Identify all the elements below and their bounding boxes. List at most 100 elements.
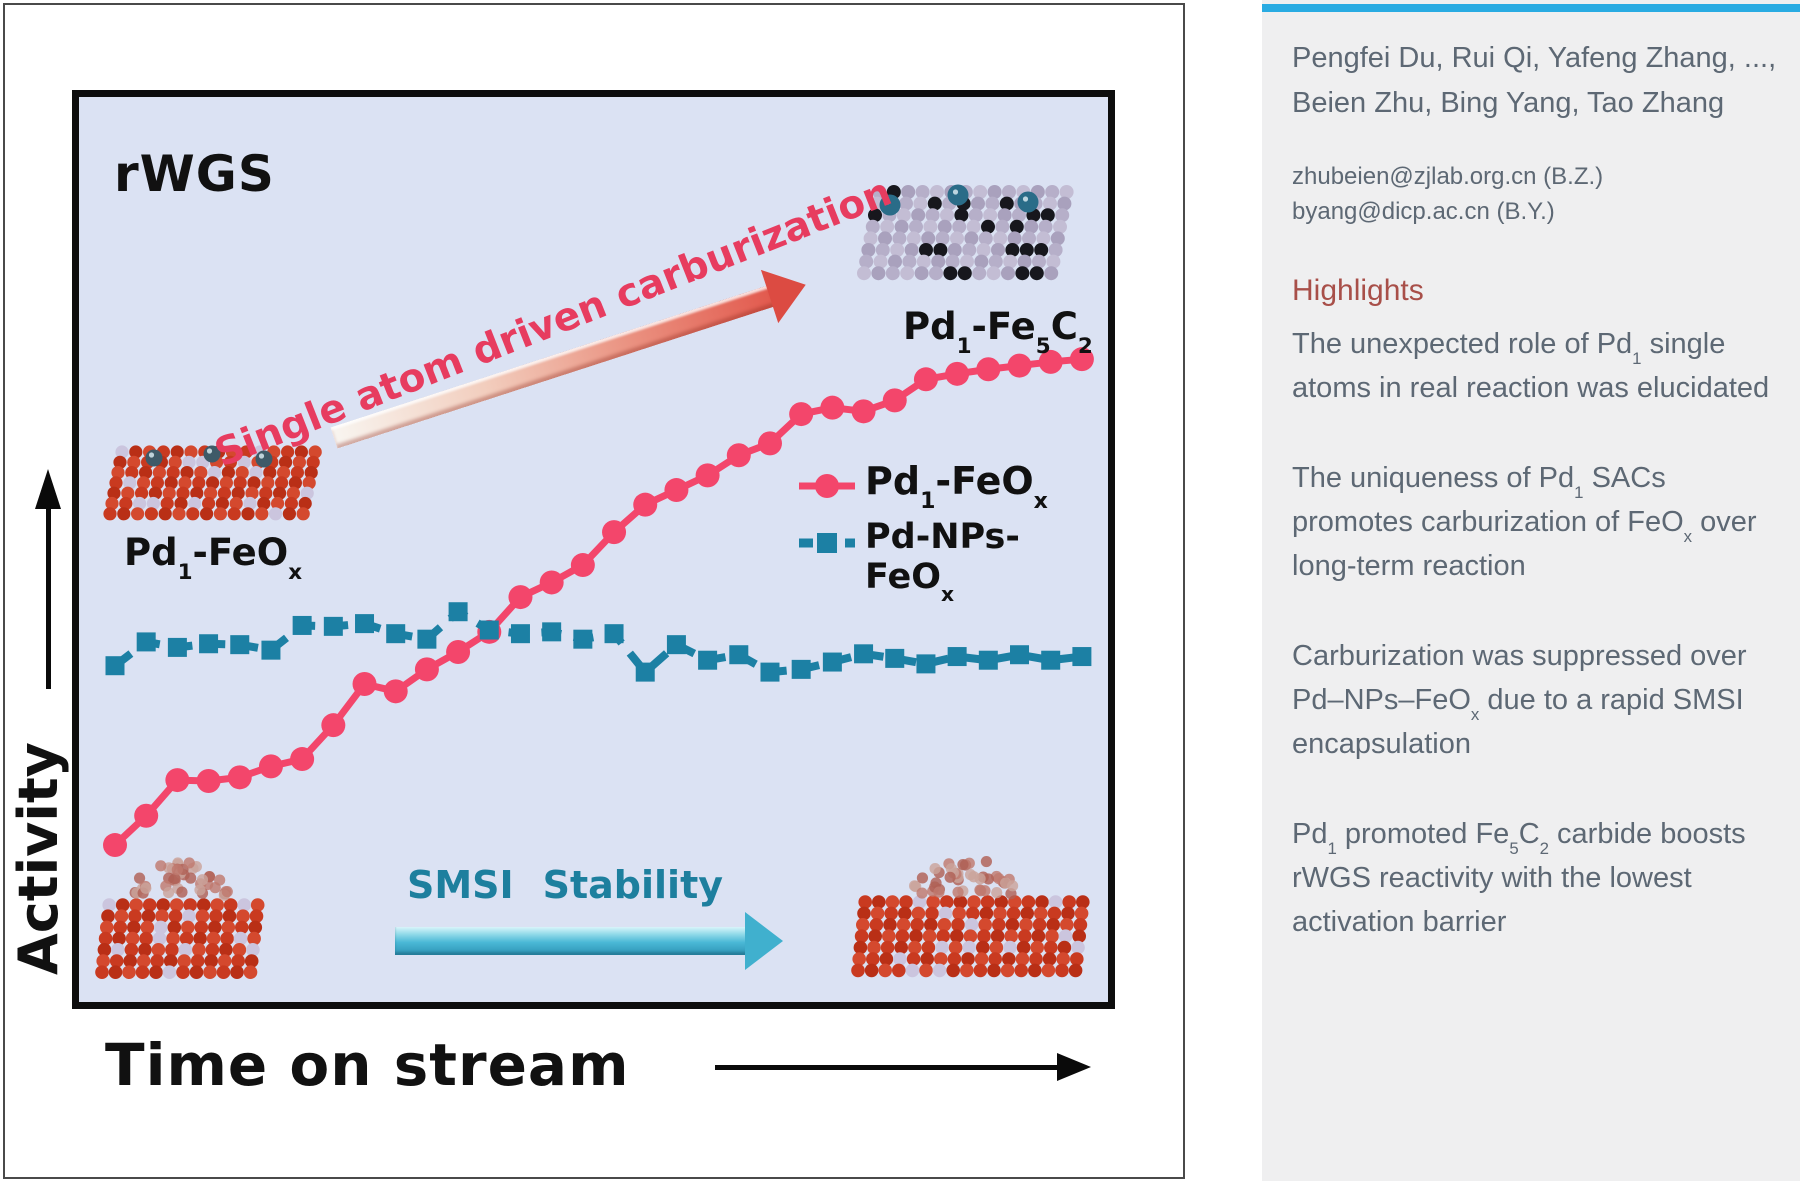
data-point bbox=[230, 635, 250, 655]
contact-email-by[interactable]: byang@dicp.ac.cn (B.Y.) bbox=[1292, 198, 1555, 225]
activity-vs-time-chart bbox=[95, 184, 1094, 979]
highlight-item: Carburization was suppressed over Pd–NPs… bbox=[1292, 640, 1747, 760]
atom-structure bbox=[95, 857, 265, 979]
panel-accent-bar bbox=[1262, 4, 1800, 12]
data-point bbox=[633, 492, 658, 517]
atom-structure bbox=[103, 445, 322, 521]
data-point bbox=[789, 402, 814, 427]
data-point bbox=[417, 629, 437, 649]
structure-label-pd1-feox: Pd1-FeOx bbox=[124, 531, 303, 585]
smsi-word: SMSI bbox=[407, 863, 514, 907]
y-axis-arrow-head-icon bbox=[35, 469, 61, 509]
y-axis-arrow bbox=[46, 507, 51, 689]
data-point bbox=[1072, 647, 1092, 667]
highlight-item: The unexpected role of Pd1 single atoms … bbox=[1292, 328, 1770, 404]
series-line bbox=[112, 607, 1083, 677]
legend-entry-pd1-feox: Pd1-FeOx bbox=[865, 459, 1048, 515]
legend-entry-pd-nps-feox: Pd-NPs-FeOx bbox=[865, 517, 1020, 607]
data-point bbox=[573, 629, 593, 649]
highlights-panel: Pengfei Du, Rui Qi, Yafeng Zhang, ..., B… bbox=[1262, 0, 1800, 1181]
data-point bbox=[1041, 650, 1061, 670]
data-point bbox=[947, 647, 967, 667]
nanoparticle-dome bbox=[129, 857, 233, 901]
data-point bbox=[570, 553, 595, 578]
data-point bbox=[791, 659, 811, 679]
data-point bbox=[666, 635, 686, 655]
data-point bbox=[851, 399, 876, 424]
highlight-item: The uniqueness of Pd1 SACs promotes carb… bbox=[1292, 462, 1757, 582]
data-point bbox=[542, 622, 562, 642]
data-point bbox=[386, 624, 406, 644]
data-point bbox=[822, 652, 842, 672]
x-axis-label: Time on stream bbox=[105, 1031, 630, 1099]
data-point bbox=[167, 637, 187, 657]
data-point bbox=[729, 645, 749, 665]
data-point bbox=[446, 639, 471, 664]
smsi-stability-arrow bbox=[395, 912, 783, 970]
smsi-stability-annotation: SMSI Stability bbox=[407, 863, 723, 907]
data-point bbox=[635, 662, 655, 682]
data-point bbox=[885, 648, 905, 668]
atom-structure bbox=[851, 855, 1090, 978]
highlight-item: Pd1 promoted Fe5C2 carbide boosts rWGS r… bbox=[1292, 818, 1746, 938]
data-point bbox=[383, 679, 408, 704]
data-point bbox=[695, 463, 720, 488]
data-point bbox=[258, 754, 283, 779]
data-point bbox=[945, 361, 970, 386]
data-point bbox=[290, 747, 315, 772]
author-list: Pengfei Du, Rui Qi, Yafeng Zhang, ..., B… bbox=[1292, 42, 1777, 119]
data-point bbox=[664, 478, 689, 503]
data-point bbox=[913, 367, 938, 392]
data-point bbox=[321, 713, 346, 738]
data-point bbox=[916, 654, 936, 674]
data-point bbox=[882, 388, 907, 413]
data-point bbox=[604, 624, 624, 644]
data-point bbox=[134, 803, 159, 828]
legend-circle-marker bbox=[815, 474, 839, 498]
nanoparticle-dome bbox=[908, 855, 1019, 900]
activity-chart-area: rWGS Single atom driven carburization Pd… bbox=[72, 90, 1115, 1009]
data-point bbox=[757, 431, 782, 456]
data-point bbox=[820, 395, 845, 420]
correspondence-block: zhubeien@zjlab.org.cn (B.Z.) byang@dicp.… bbox=[1292, 159, 1772, 229]
data-point bbox=[1007, 353, 1032, 378]
reaction-title: rWGS bbox=[114, 145, 275, 203]
data-point bbox=[978, 650, 998, 670]
data-point bbox=[323, 616, 343, 636]
contact-email-bz[interactable]: zhubeien@zjlab.org.cn (B.Z.) bbox=[1292, 163, 1604, 190]
data-point bbox=[448, 602, 468, 622]
atom-structure bbox=[857, 184, 1074, 281]
data-point bbox=[352, 672, 377, 697]
data-point bbox=[760, 662, 780, 682]
data-point bbox=[698, 650, 718, 670]
data-point bbox=[136, 632, 156, 652]
data-point bbox=[261, 640, 281, 660]
data-point bbox=[1069, 347, 1094, 372]
stability-word: Stability bbox=[542, 863, 723, 907]
data-point bbox=[227, 765, 252, 790]
data-point bbox=[355, 614, 375, 634]
x-axis-arrow-head-icon bbox=[1057, 1053, 1091, 1081]
data-point bbox=[539, 570, 564, 595]
data-point bbox=[414, 657, 439, 682]
x-axis-arrow bbox=[715, 1065, 1060, 1070]
graphical-abstract-panel: rWGS Single atom driven carburization Pd… bbox=[3, 3, 1185, 1179]
data-point bbox=[854, 644, 874, 664]
y-axis-label: Activity bbox=[7, 742, 70, 975]
data-point bbox=[199, 634, 219, 654]
highlights-title: Highlights bbox=[1292, 274, 1424, 307]
data-point bbox=[726, 443, 751, 468]
data-point bbox=[196, 768, 221, 793]
arrow-head-icon bbox=[745, 912, 783, 970]
data-point bbox=[602, 520, 627, 545]
data-point bbox=[1038, 349, 1063, 374]
data-point bbox=[976, 357, 1001, 382]
data-point bbox=[510, 624, 530, 644]
structure-label-pd1-fe5c2: Pd1-Fe5C2 bbox=[903, 305, 1093, 359]
data-point bbox=[105, 656, 125, 676]
legend-square-marker bbox=[817, 533, 837, 553]
data-point bbox=[479, 620, 499, 640]
data-point bbox=[292, 615, 312, 635]
data-point bbox=[508, 585, 533, 610]
